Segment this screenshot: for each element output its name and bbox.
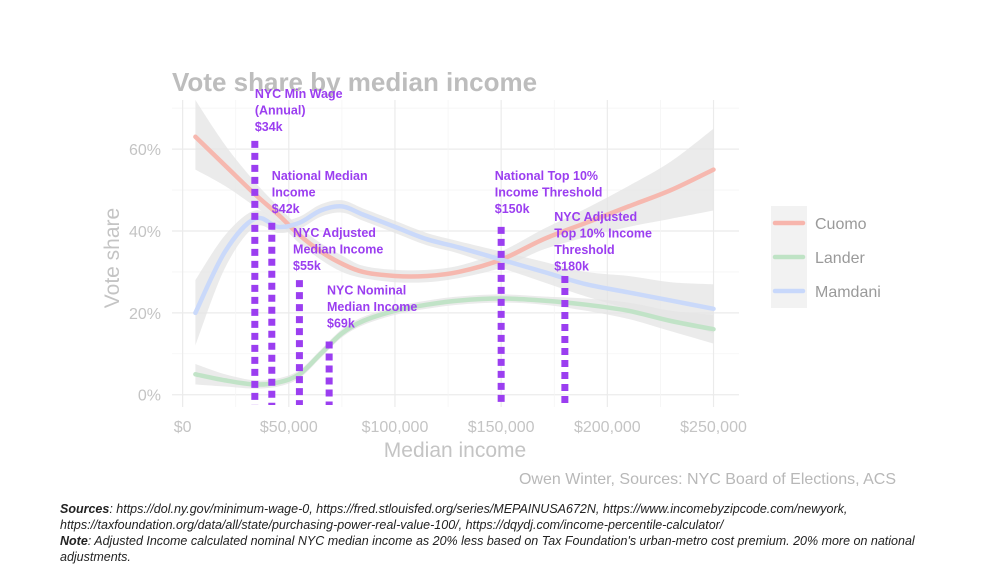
x-tick-label: $200,000 (574, 419, 641, 436)
mamdani-confidence-band (195, 200, 714, 346)
income-marker-label-line: $55k (293, 259, 321, 273)
income-marker-label-line: Top 10% Income (554, 226, 652, 240)
lander-legend-label: Lander (815, 250, 865, 267)
x-tick-label: $100,000 (362, 419, 429, 436)
x-tick-label: $50,000 (260, 419, 318, 436)
note-text: : Adjusted Income calculated nominal NYC… (60, 534, 915, 564)
income-marker-label-line: Income Threshold (495, 185, 603, 199)
y-tick-label: 0% (138, 388, 161, 405)
income-marker-label-line: (Annual) (255, 103, 306, 117)
income-marker-label-line: NYC Adjusted (554, 210, 637, 224)
income-marker-label-line: NYC Min Wage (255, 87, 343, 101)
mamdani-line (193, 204, 716, 316)
x-tick-label: $0 (174, 419, 192, 436)
income-marker-label-line: NYC Nominal (327, 283, 406, 297)
y-tick-label: 40% (129, 224, 161, 241)
cuomo-line (193, 134, 716, 279)
y-tick-label: 20% (129, 306, 161, 323)
x-tick-label: $150,000 (468, 419, 535, 436)
income-marker-label-line: Threshold (554, 243, 614, 257)
plot-area: $0 $50,000 $100,000 $150,000 $200,000 $250,00… (129, 87, 747, 436)
income-marker-label-4: NYC Nominal Median Income $69k (327, 283, 417, 330)
sources-label: Sources (60, 502, 110, 516)
income-marker-label-line: National Top 10% (495, 169, 598, 183)
income-marker-label-line: $150k (495, 202, 530, 216)
chart-credit: Owen Winter, Sources: NYC Board of Elect… (519, 471, 896, 488)
income-marker-label-3: NYC Adjusted Median Income $55k (293, 226, 383, 273)
x-tick-label: $250,000 (680, 419, 747, 436)
sources-paragraph: Sources: https://dol.ny.gov/minimum-wage… (60, 501, 965, 533)
vote-share-chart: Vote share by median income $0 $50,000 $10… (101, 67, 896, 488)
income-marker-label-2: National Median Income $42k (272, 169, 368, 216)
mamdani-legend-label: Mamdani (815, 284, 881, 301)
income-marker-label-line: $69k (327, 316, 355, 330)
y-axis-title: Vote share (101, 208, 124, 308)
note-paragraph: Note: Adjusted Income calculated nominal… (60, 533, 965, 565)
cuomo-legend-label: Cuomo (815, 216, 867, 233)
income-marker-label-line: Median Income (293, 243, 383, 257)
chart-title: Vote share by median income (172, 67, 537, 97)
income-marker-label-line: Median Income (327, 300, 417, 314)
income-marker-label-line: NYC Adjusted (293, 226, 376, 240)
y-tick-label: 60% (129, 142, 161, 159)
income-marker-label-line: $42k (272, 202, 300, 216)
x-axis-title: Median income (384, 439, 526, 462)
cuomo-confidence-band (195, 100, 714, 283)
income-marker-label-line: National Median (272, 169, 368, 183)
note-label: Note (60, 534, 88, 548)
sources-text: : https://dol.ny.gov/minimum-wage-0, htt… (60, 502, 848, 532)
income-marker-label-line: Income (272, 185, 316, 199)
income-marker-label-line: $34k (255, 120, 283, 134)
income-marker-label-line: $180k (554, 259, 589, 273)
legend: Cuomo Lander Mamdani (771, 206, 881, 308)
income-marker-label-1: NYC Min Wage (Annual) $34k (255, 87, 343, 134)
income-marker-label-5: National Top 10% Income Threshold $150k (495, 169, 603, 216)
source-notes: Sources: https://dol.ny.gov/minimum-wage… (60, 501, 965, 565)
income-marker-label-6: NYC Adjusted Top 10% Income Threshold $180k (554, 210, 652, 274)
